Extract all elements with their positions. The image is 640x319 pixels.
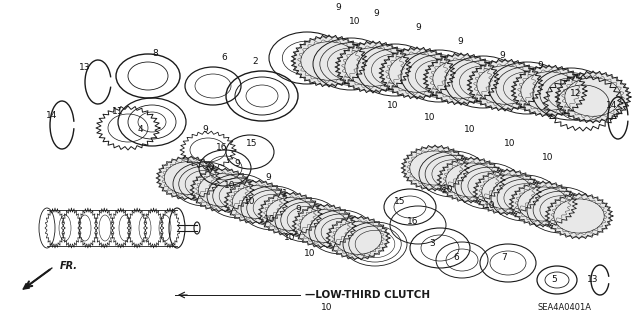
Text: 10: 10 bbox=[244, 197, 256, 206]
Text: 10: 10 bbox=[504, 138, 516, 147]
Text: 6: 6 bbox=[453, 254, 459, 263]
Ellipse shape bbox=[226, 182, 286, 223]
Ellipse shape bbox=[547, 195, 611, 238]
Text: 9: 9 bbox=[202, 125, 208, 135]
Text: 15: 15 bbox=[246, 138, 258, 147]
Ellipse shape bbox=[260, 193, 320, 234]
Text: 3: 3 bbox=[429, 239, 435, 248]
Text: 15: 15 bbox=[394, 197, 406, 206]
Text: 10: 10 bbox=[224, 181, 236, 189]
Text: 13: 13 bbox=[79, 63, 91, 72]
FancyArrowPatch shape bbox=[23, 268, 52, 289]
Text: 8: 8 bbox=[152, 48, 158, 57]
Text: 2: 2 bbox=[252, 57, 258, 66]
Text: 13: 13 bbox=[588, 276, 599, 285]
Ellipse shape bbox=[513, 67, 585, 115]
Text: 10: 10 bbox=[304, 249, 316, 258]
Text: 9: 9 bbox=[335, 4, 341, 12]
Ellipse shape bbox=[328, 218, 388, 259]
Text: 10: 10 bbox=[442, 186, 454, 195]
Ellipse shape bbox=[381, 48, 452, 97]
Text: 16: 16 bbox=[216, 144, 228, 152]
Text: 4: 4 bbox=[137, 125, 143, 135]
Text: 9: 9 bbox=[234, 159, 240, 167]
Text: 14: 14 bbox=[46, 110, 58, 120]
Ellipse shape bbox=[294, 205, 354, 247]
Text: 10: 10 bbox=[321, 303, 333, 313]
Text: 10: 10 bbox=[204, 164, 216, 173]
Text: 16: 16 bbox=[407, 218, 419, 226]
Text: 9: 9 bbox=[457, 38, 463, 47]
Ellipse shape bbox=[469, 61, 541, 109]
Text: 10: 10 bbox=[542, 153, 554, 162]
Text: SEA4A0401A: SEA4A0401A bbox=[538, 303, 592, 313]
Text: 6: 6 bbox=[221, 54, 227, 63]
Text: 10: 10 bbox=[387, 100, 399, 109]
Ellipse shape bbox=[192, 169, 252, 211]
Text: 11: 11 bbox=[112, 108, 124, 116]
Text: 10: 10 bbox=[284, 233, 296, 241]
Text: 7: 7 bbox=[501, 254, 507, 263]
Ellipse shape bbox=[293, 37, 365, 85]
Text: 12: 12 bbox=[570, 88, 582, 98]
Ellipse shape bbox=[337, 42, 409, 92]
Text: 9: 9 bbox=[415, 24, 421, 33]
Ellipse shape bbox=[425, 55, 497, 103]
Text: FR.: FR. bbox=[60, 261, 78, 271]
Ellipse shape bbox=[439, 159, 503, 202]
Text: 14: 14 bbox=[606, 100, 618, 109]
Text: 10: 10 bbox=[424, 114, 436, 122]
Text: —LOW-THIRD CLUTCH: —LOW-THIRD CLUTCH bbox=[305, 290, 430, 300]
Text: 9: 9 bbox=[537, 62, 543, 70]
Text: 9: 9 bbox=[499, 51, 505, 61]
Ellipse shape bbox=[476, 170, 539, 213]
Text: 1: 1 bbox=[282, 189, 288, 197]
Text: 9: 9 bbox=[373, 10, 379, 19]
Text: 9: 9 bbox=[295, 205, 301, 214]
Text: 10: 10 bbox=[484, 201, 496, 210]
Ellipse shape bbox=[557, 72, 628, 122]
Text: 5: 5 bbox=[551, 276, 557, 285]
Ellipse shape bbox=[403, 146, 467, 189]
Text: 10: 10 bbox=[349, 18, 361, 26]
Text: 10: 10 bbox=[464, 125, 476, 135]
Ellipse shape bbox=[511, 182, 575, 226]
Text: 10: 10 bbox=[264, 216, 276, 225]
Ellipse shape bbox=[158, 158, 218, 198]
Text: 9: 9 bbox=[265, 174, 271, 182]
